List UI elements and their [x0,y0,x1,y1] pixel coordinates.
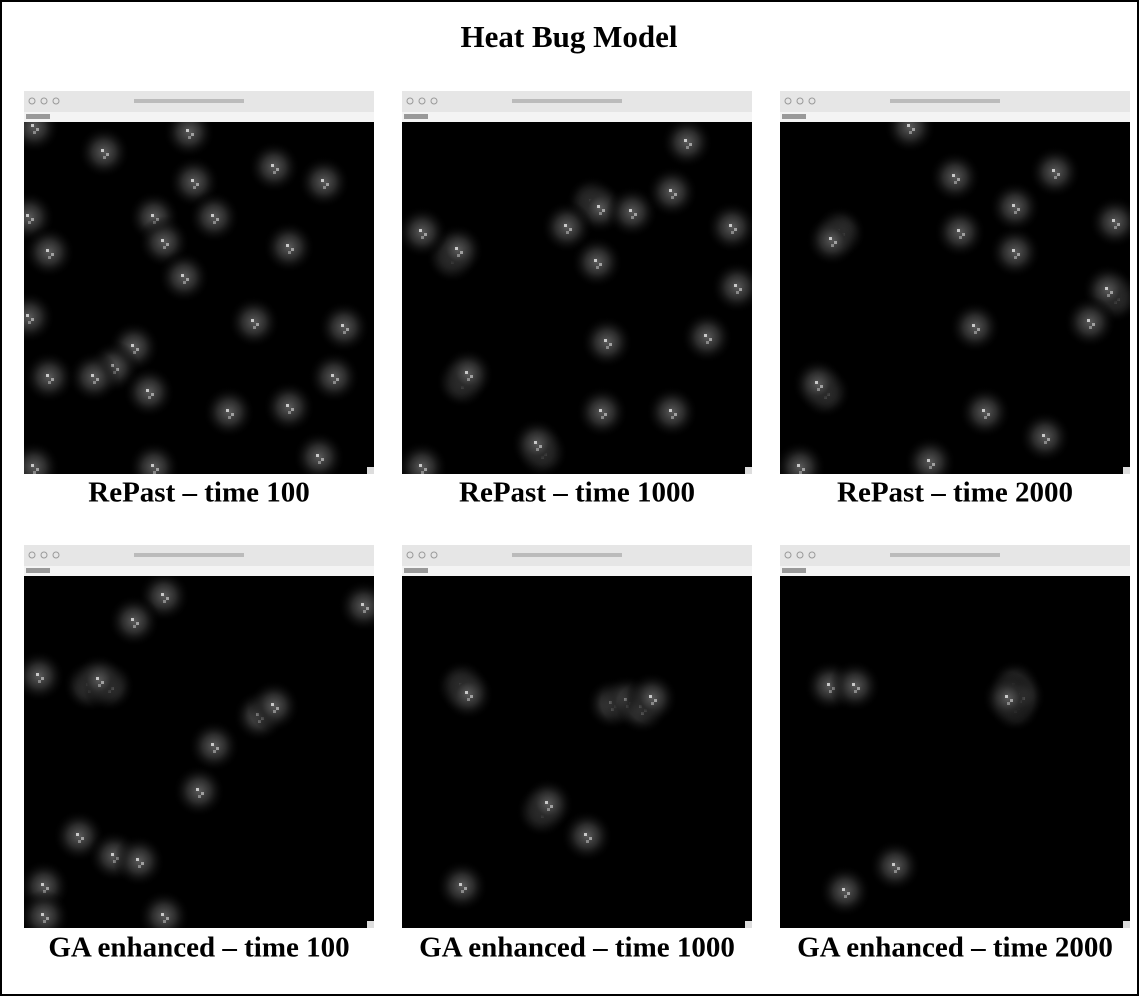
heat-bug [661,122,713,168]
heat-bug [298,156,350,208]
heat-bug [188,191,240,243]
panel-caption: GA enhanced – time 100 [48,932,349,964]
sim-window [779,90,1131,475]
heat-bug [989,181,1041,233]
heat-bug [681,311,733,363]
heat-bug [24,351,75,403]
heat-bug [73,654,125,706]
heat-bug [511,418,563,470]
heat-bug [561,810,613,862]
sim-window [401,544,753,929]
heat-bug [78,126,130,178]
sim-window [779,544,1131,929]
heat-bug [24,226,75,278]
heat-bug [203,386,255,438]
heat-bug [706,201,752,253]
panel-caption: RePast – time 100 [88,477,309,509]
heat-bug [929,151,981,203]
heat-bug [869,840,921,892]
heat-bug [806,214,858,266]
heat-bug [819,865,871,917]
heat-bug [792,358,844,410]
heat-bug [1029,146,1081,198]
heat-bug [123,366,175,418]
heat-bug [949,301,1001,353]
heat-bug [646,386,698,438]
heat-bug [959,386,1011,438]
heat-bug [108,595,160,647]
panel-caption: RePast – time 2000 [837,477,1073,509]
heat-bug [442,348,494,400]
heat-bug [442,668,494,720]
heat-bug [934,206,986,258]
heat-bug [228,296,280,348]
heat-bug [626,672,678,724]
heat-bug [989,226,1041,278]
sim-window [401,90,753,475]
heat-bug [1064,296,1116,348]
heat-bug [402,206,448,258]
heat-bug [318,301,370,353]
heat-bug [576,386,628,438]
heat-bug [113,835,165,887]
heat-bug [68,351,120,403]
heat-bug [248,680,300,732]
heat-bug [263,221,315,273]
sim-window [23,544,375,929]
figure-title: Heat Bug Model [461,19,678,54]
heat-bug [571,236,623,288]
sim-window [23,90,375,475]
heat-bug [982,672,1034,724]
heat-bug [173,765,225,817]
heat-bug [1019,411,1071,463]
heat-bug [646,166,698,218]
panel-caption: GA enhanced – time 1000 [419,932,735,964]
panel-caption: GA enhanced – time 2000 [797,932,1113,964]
heat-bug [158,251,210,303]
heat-bug [188,720,240,772]
heat-bug [436,860,488,912]
heat-bug [263,381,315,433]
heat-bug [248,141,300,193]
heat-bug [581,316,633,368]
heat-bug [308,351,360,403]
heat-bug [829,660,881,712]
panel-caption: RePast – time 1000 [459,477,695,509]
